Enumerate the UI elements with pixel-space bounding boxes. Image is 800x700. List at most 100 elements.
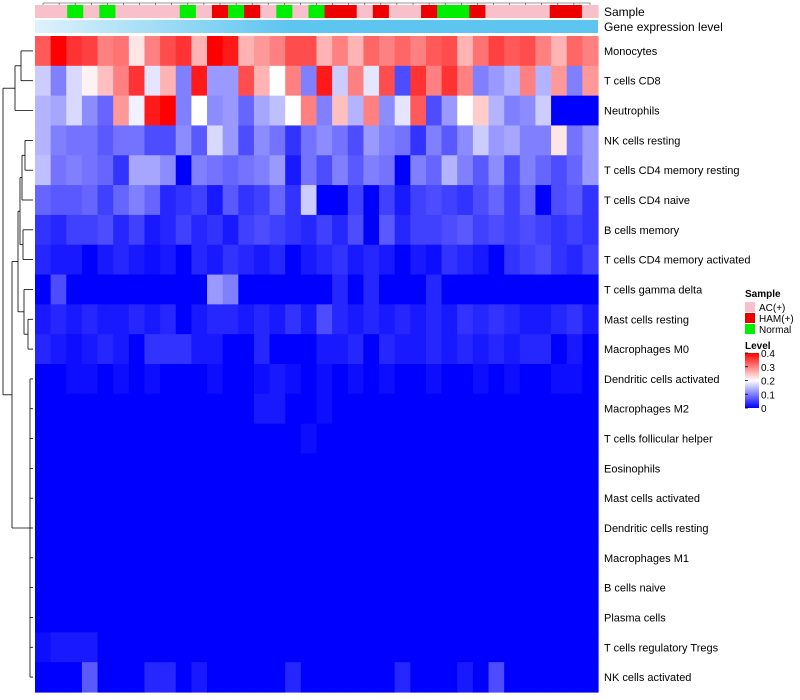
- heatmap-cell: [207, 632, 224, 663]
- heatmap-cell: [332, 662, 349, 693]
- heatmap-cell: [175, 125, 192, 156]
- heatmap-cell: [519, 304, 537, 335]
- heatmap-cell: [253, 185, 271, 216]
- heatmap-cell: [269, 572, 286, 604]
- heatmap-cell: [300, 572, 318, 604]
- heatmap-cell: [347, 542, 365, 574]
- sample-annotation-cell: [51, 5, 68, 18]
- heatmap-cell: [81, 185, 99, 216]
- heatmap-cell: [441, 214, 458, 246]
- heatmap-cell: [128, 364, 146, 395]
- heatmap-cell: [128, 483, 146, 514]
- heatmap-cell: [425, 304, 443, 335]
- heatmap-cell: [551, 274, 568, 305]
- legend-level-tick-label: 0.2: [761, 377, 775, 388]
- heatmap-cell: [457, 304, 474, 335]
- heatmap-cell: [175, 214, 192, 246]
- heatmap-cell: [332, 572, 349, 604]
- heatmap-cell: [332, 602, 349, 633]
- heatmap-cell: [394, 542, 411, 574]
- heatmap-cell: [144, 244, 161, 276]
- heatmap-cell: [97, 304, 114, 335]
- heatmap-cell: [253, 65, 271, 97]
- heatmap-cell: [128, 423, 146, 455]
- heatmap-cell: [472, 393, 490, 425]
- heatmap-cell: [128, 274, 146, 305]
- heatmap-cell: [175, 36, 192, 67]
- row-label: T cells CD8: [604, 76, 661, 88]
- heatmap-cell: [269, 423, 286, 455]
- heatmap-cell: [300, 65, 318, 97]
- heatmap-cell: [379, 125, 396, 156]
- heatmap-cell: [144, 483, 161, 514]
- heatmap-cell: [35, 244, 52, 276]
- heatmap-cell: [128, 304, 146, 335]
- heatmap-cell: [144, 65, 161, 97]
- heatmap-cell: [332, 393, 349, 425]
- heatmap-cell: [66, 95, 83, 127]
- heatmap-cell: [504, 393, 521, 425]
- heatmap-cell: [582, 632, 599, 663]
- heatmap-cell: [316, 453, 333, 484]
- heatmap-cell: [238, 483, 255, 514]
- heatmap-cell: [472, 662, 490, 693]
- heatmap-cell: [425, 632, 443, 663]
- heatmap-cell: [551, 334, 568, 365]
- heatmap-cell: [207, 304, 224, 335]
- heatmap-cell: [113, 304, 130, 335]
- heatmap-cell: [379, 334, 396, 365]
- heatmap-cell: [347, 304, 365, 335]
- sample-annotation-cell: [517, 5, 535, 18]
- heatmap-cell: [144, 304, 161, 335]
- sample-track-label: Sample: [604, 5, 645, 19]
- sample-annotation-cell: [308, 5, 326, 18]
- heatmap-cell: [425, 95, 443, 127]
- heatmap-cell: [472, 632, 490, 663]
- heatmap-cell: [81, 602, 99, 633]
- heatmap-cell: [347, 334, 365, 365]
- heatmap-cell: [425, 65, 443, 97]
- heatmap-cell: [50, 662, 67, 693]
- heatmap-cell: [472, 483, 490, 514]
- heatmap-cell: [66, 513, 83, 544]
- sample-annotation-cell: [163, 5, 181, 18]
- heatmap-cell: [519, 662, 537, 693]
- heatmap-cell: [394, 244, 411, 276]
- heatmap-cell: [160, 423, 177, 455]
- heatmap-cell: [222, 572, 239, 604]
- heatmap-cell: [566, 214, 583, 246]
- sample-annotation-cell: [340, 5, 358, 18]
- heatmap-cell: [285, 214, 302, 246]
- heatmap-cell: [566, 65, 583, 97]
- heatmap-cell: [347, 632, 365, 663]
- heatmap-cell: [410, 513, 427, 544]
- heatmap-cell: [35, 334, 52, 365]
- heatmap-cell: [113, 602, 130, 633]
- heatmap-cell: [457, 513, 474, 544]
- heatmap-cell: [551, 65, 568, 97]
- heatmap-cell: [457, 393, 474, 425]
- heatmap-cell: [457, 95, 474, 127]
- heatmap-cell: [300, 334, 318, 365]
- heatmap-cell: [566, 36, 583, 67]
- heatmap-cell: [207, 214, 224, 246]
- heatmap-cell: [394, 572, 411, 604]
- heatmap-cell: [441, 513, 458, 544]
- heatmap-cell: [35, 364, 52, 395]
- heatmap-cell: [535, 602, 552, 633]
- heatmap-cell: [441, 542, 458, 574]
- heatmap-cell: [191, 572, 208, 604]
- row-labels: Monocytes T cells CD8 Neutrophils NK cells …: [604, 46, 751, 684]
- heatmap-cell: [472, 364, 490, 395]
- heatmap-cell: [128, 393, 146, 425]
- heatmap-cell: [66, 36, 83, 67]
- heatmap-cell: [144, 125, 161, 156]
- heatmap-cell: [519, 393, 537, 425]
- heatmap-cell: [488, 36, 505, 67]
- heatmap-cell: [269, 632, 286, 663]
- sample-annotation-cell: [179, 5, 197, 18]
- heatmap-cell: [425, 572, 443, 604]
- heatmap-cell: [191, 602, 208, 633]
- heatmap-cell: [425, 334, 443, 365]
- heatmap-cell: [191, 214, 208, 246]
